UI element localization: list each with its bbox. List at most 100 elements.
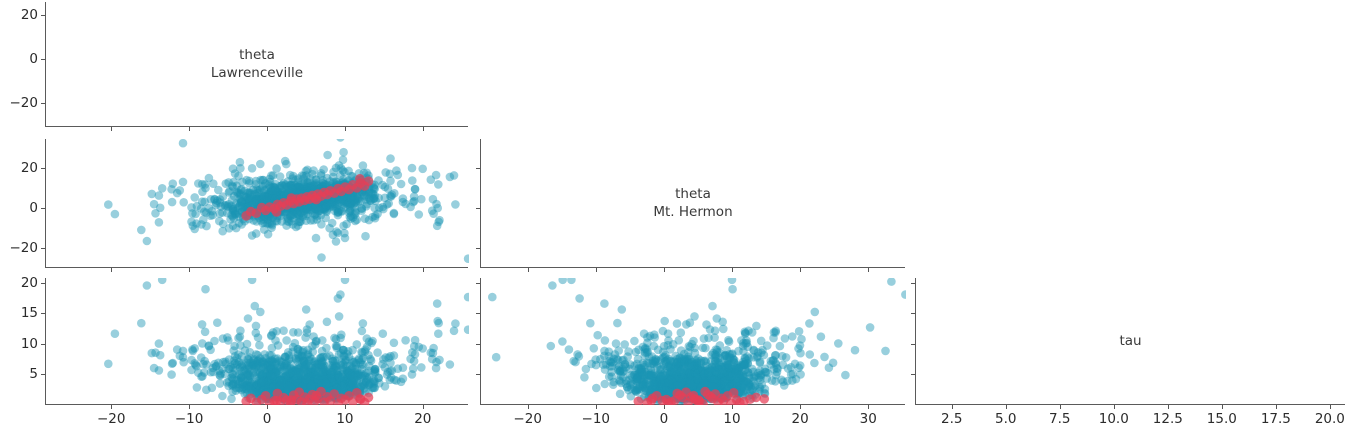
scatter-point <box>336 377 345 386</box>
scatter-point <box>331 382 341 391</box>
scatter-point <box>202 221 211 231</box>
scatter-point <box>558 278 567 285</box>
scatter-point <box>321 213 331 223</box>
scatter-point <box>274 356 284 365</box>
scatter-point <box>287 379 296 388</box>
scatter-point <box>317 253 326 262</box>
scatter-point <box>295 376 305 385</box>
scatter-point <box>259 372 269 382</box>
scatter-point <box>236 189 245 198</box>
scatter-point <box>262 192 271 202</box>
scatter-point <box>386 192 396 201</box>
scatter-point <box>235 384 244 393</box>
x-tick <box>344 127 346 131</box>
scatter-point <box>245 179 254 188</box>
scatter-point <box>379 204 388 214</box>
scatter-point <box>310 370 319 379</box>
scatter-point <box>347 194 356 203</box>
scatter-point <box>275 172 285 181</box>
scatter-point <box>333 371 343 380</box>
scatter-point <box>359 192 369 201</box>
scatter-point <box>263 372 273 381</box>
scatter-point <box>298 378 307 388</box>
scatter-point <box>304 383 314 392</box>
scatter-point <box>338 195 348 205</box>
scatter-point <box>348 377 357 387</box>
scatter-point <box>227 210 236 220</box>
scatter-point <box>252 367 261 377</box>
scatter-point <box>283 377 292 386</box>
scatter-point <box>338 194 348 204</box>
scatter-point <box>299 345 308 355</box>
scatter-point <box>374 176 383 185</box>
scatter-point <box>575 294 584 303</box>
scatter-point <box>270 366 279 375</box>
x-tick-label: 0 <box>659 411 669 427</box>
scatter-point <box>362 334 372 343</box>
scatter-point <box>346 375 355 384</box>
scatter-point <box>220 201 229 210</box>
scatter-point <box>288 383 298 392</box>
scatter-point <box>197 220 206 229</box>
scatter-point <box>352 191 361 200</box>
scatter-point <box>294 378 303 388</box>
scatter-point <box>337 358 346 367</box>
scatter-point <box>306 366 316 375</box>
scatter-point <box>259 192 268 201</box>
scatter-point <box>346 211 356 221</box>
scatter-point <box>190 224 199 234</box>
scatter-point <box>662 379 671 388</box>
scatter-point <box>212 198 221 208</box>
scatter-point <box>311 180 321 189</box>
scatter-point <box>340 376 349 386</box>
scatter-point <box>307 354 316 364</box>
x-tick <box>267 127 269 131</box>
scatter-point <box>271 359 280 369</box>
scatter-point <box>190 344 199 353</box>
scatter-point <box>315 379 324 389</box>
scatter-point <box>330 197 339 206</box>
scatter-point <box>285 367 295 377</box>
scatter-point <box>756 336 766 346</box>
scatter-point <box>371 196 380 206</box>
scatter-point <box>338 380 348 390</box>
scatter-point <box>313 375 322 384</box>
scatter-point <box>341 197 350 206</box>
scatter-point <box>270 183 280 193</box>
scatter-point <box>295 217 305 226</box>
scatter-point <box>315 380 325 389</box>
scatter-point <box>271 367 281 377</box>
scatter-point <box>303 367 313 377</box>
x-tick-label: −20 <box>96 411 126 427</box>
scatter-point <box>251 176 261 186</box>
scatter-point <box>262 377 272 387</box>
scatter-point <box>328 382 338 391</box>
scatter-point <box>393 170 403 180</box>
scatter-point <box>268 328 278 337</box>
scatter-point <box>262 192 272 202</box>
scatter-point <box>615 389 625 399</box>
scatter-point <box>234 370 244 379</box>
scatter-point <box>284 185 293 195</box>
scatter-point <box>301 378 310 388</box>
scatter-point <box>268 371 277 381</box>
scatter-point <box>368 383 377 392</box>
scatter-point <box>311 378 321 388</box>
scatter-point <box>327 367 337 377</box>
scatter-point <box>259 357 268 367</box>
scatter-point <box>262 375 272 385</box>
scatter-point <box>188 209 197 218</box>
scatter-point <box>290 374 300 383</box>
scatter-point <box>307 381 316 390</box>
scatter-point <box>435 355 444 365</box>
scatter-point <box>387 190 397 199</box>
scatter-point <box>735 368 745 378</box>
scatter-point <box>282 370 291 379</box>
x-tick-label: −10 <box>174 411 204 427</box>
scatter-point <box>718 370 727 380</box>
scatter-point <box>365 194 374 203</box>
scatter-point <box>302 204 312 214</box>
scatter-point <box>304 378 313 387</box>
scatter-point <box>797 334 806 344</box>
scatter-point <box>290 207 299 216</box>
